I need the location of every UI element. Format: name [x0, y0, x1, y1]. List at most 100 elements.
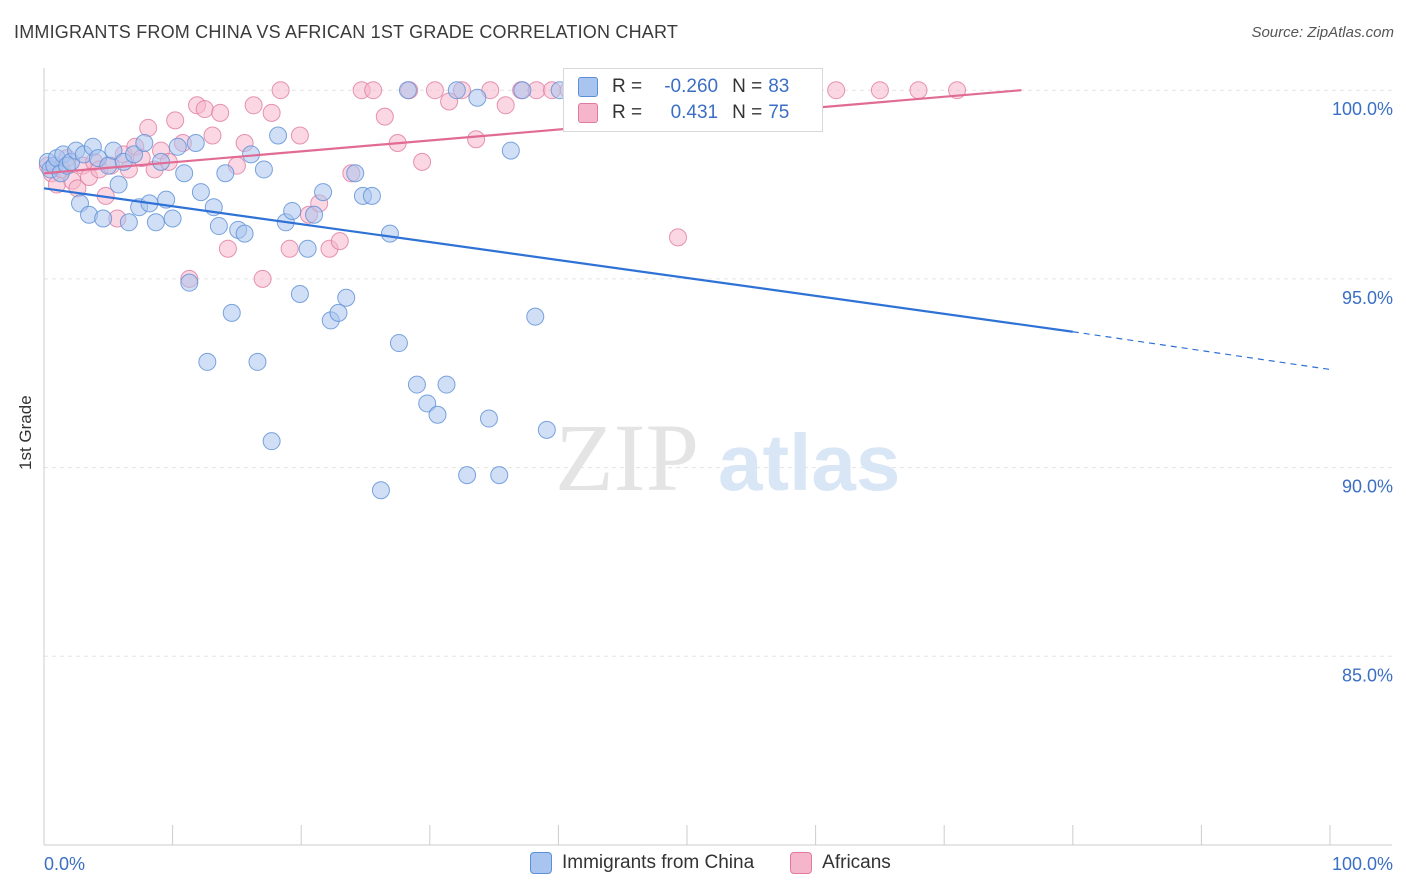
y-tick-label-1: 90.0% — [1342, 477, 1393, 497]
point-africans-52 — [467, 130, 486, 149]
point-china-69 — [490, 466, 509, 485]
point-africans-54 — [496, 96, 515, 115]
point-china-47 — [290, 284, 309, 303]
point-china-50 — [314, 183, 333, 202]
trend-line-china-extension — [1072, 331, 1331, 371]
legend-item-africans[interactable]: Africans — [790, 852, 891, 874]
point-africans-73 — [909, 81, 928, 100]
stats-row-africans: R = 0.431 N = 75 — [578, 101, 789, 125]
bottom-legend: Immigrants from China Africans — [530, 852, 917, 874]
point-china-15 — [99, 156, 118, 175]
y-tick-labels: 85.0% 90.0% 95.0% 100.0% — [1332, 99, 1393, 685]
trend-line-china — [43, 187, 1073, 333]
point-china-39 — [235, 224, 254, 243]
point-china-28 — [168, 137, 187, 156]
axes — [43, 68, 1392, 846]
trend-lines — [43, 89, 1331, 371]
point-china-37 — [222, 303, 241, 322]
point-china-16 — [104, 141, 123, 160]
point-africans-33 — [253, 269, 272, 288]
point-china-14 — [94, 209, 113, 228]
point-africans-72 — [870, 81, 889, 100]
watermark: ZIP atlas — [555, 404, 900, 511]
watermark-atlas: atlas — [718, 418, 900, 507]
point-china-60 — [398, 81, 417, 100]
china-r-value: -0.260 — [664, 76, 719, 97]
point-china-33 — [198, 352, 217, 371]
legend-china-label: Immigrants from China — [562, 852, 755, 873]
point-china-27 — [163, 209, 182, 228]
point-china-65 — [447, 81, 466, 100]
point-china-29 — [175, 164, 194, 183]
point-africans-45 — [375, 107, 394, 126]
point-africans-28 — [211, 103, 230, 122]
point-china-42 — [254, 160, 273, 179]
point-africans-49 — [425, 81, 444, 100]
point-china-17 — [109, 175, 128, 194]
y-tick-label-0: 85.0% — [1342, 665, 1393, 685]
y-tick-label-3: 100.0% — [1332, 99, 1393, 119]
africans-n-value: 75 — [768, 102, 790, 123]
point-africans-37 — [290, 126, 309, 145]
x-tick-label-1: 100.0% — [1332, 854, 1393, 874]
china-r-label: R = — [612, 76, 643, 97]
point-china-41 — [248, 352, 267, 371]
trend-line-africans — [43, 89, 1022, 175]
point-china-48 — [298, 239, 317, 258]
stats-row-china: R = -0.260 N = 83 — [578, 75, 789, 99]
africans-swatch — [578, 103, 598, 123]
point-china-63 — [428, 405, 447, 424]
point-china-30 — [180, 273, 199, 292]
source-label: Source: ZipAtlas.com — [1251, 24, 1394, 41]
point-africans-29 — [218, 239, 237, 258]
point-china-22 — [135, 134, 154, 153]
watermark-zip: ZIP — [555, 404, 699, 511]
china-swatch — [578, 77, 598, 97]
point-china-71 — [513, 81, 532, 100]
point-china-32 — [191, 183, 210, 202]
point-africans-34 — [262, 103, 281, 122]
point-china-43 — [262, 432, 281, 451]
point-china-44 — [269, 126, 288, 145]
series-africans-points — [38, 81, 967, 288]
point-africans-64 — [668, 228, 687, 247]
point-china-66 — [458, 466, 477, 485]
legend-item-china[interactable]: Immigrants from China — [530, 852, 754, 874]
point-china-67 — [468, 88, 487, 107]
point-china-46 — [283, 201, 302, 220]
china-n-label: N = — [732, 76, 763, 97]
point-china-68 — [479, 409, 498, 428]
point-china-73 — [537, 420, 556, 439]
legend-africans-swatch — [790, 852, 813, 874]
point-china-36 — [216, 164, 235, 183]
legend-china-swatch — [530, 852, 552, 874]
point-africans-22 — [166, 111, 185, 130]
point-china-72 — [526, 307, 545, 326]
point-china-53 — [337, 288, 356, 307]
x-tick-label-0: 0.0% — [44, 854, 85, 874]
africans-r-label: R = — [612, 102, 643, 123]
stats-legend: R = -0.260 N = 83 R = 0.431 N = 75 — [563, 68, 823, 132]
point-china-35 — [209, 217, 228, 236]
point-china-58 — [380, 224, 399, 243]
legend-africans-label: Africans — [822, 852, 891, 873]
point-china-56 — [362, 186, 381, 205]
y-tick-label-2: 95.0% — [1342, 288, 1393, 308]
point-china-20 — [125, 145, 144, 164]
y-axis-label: 1st Grade — [16, 395, 35, 470]
china-n-value: 83 — [768, 76, 790, 97]
point-china-19 — [119, 213, 138, 232]
point-china-49 — [305, 205, 324, 224]
point-africans-32 — [244, 96, 263, 115]
point-africans-26 — [195, 100, 214, 119]
point-china-31 — [186, 134, 205, 153]
point-china-54 — [346, 164, 365, 183]
point-africans-18 — [139, 118, 158, 137]
africans-r-value: 0.431 — [670, 102, 719, 123]
grid-lines — [44, 89, 1392, 657]
point-china-62 — [418, 394, 437, 413]
point-africans-36 — [280, 239, 299, 258]
point-africans-48 — [413, 152, 432, 171]
point-africans-71 — [827, 81, 846, 100]
